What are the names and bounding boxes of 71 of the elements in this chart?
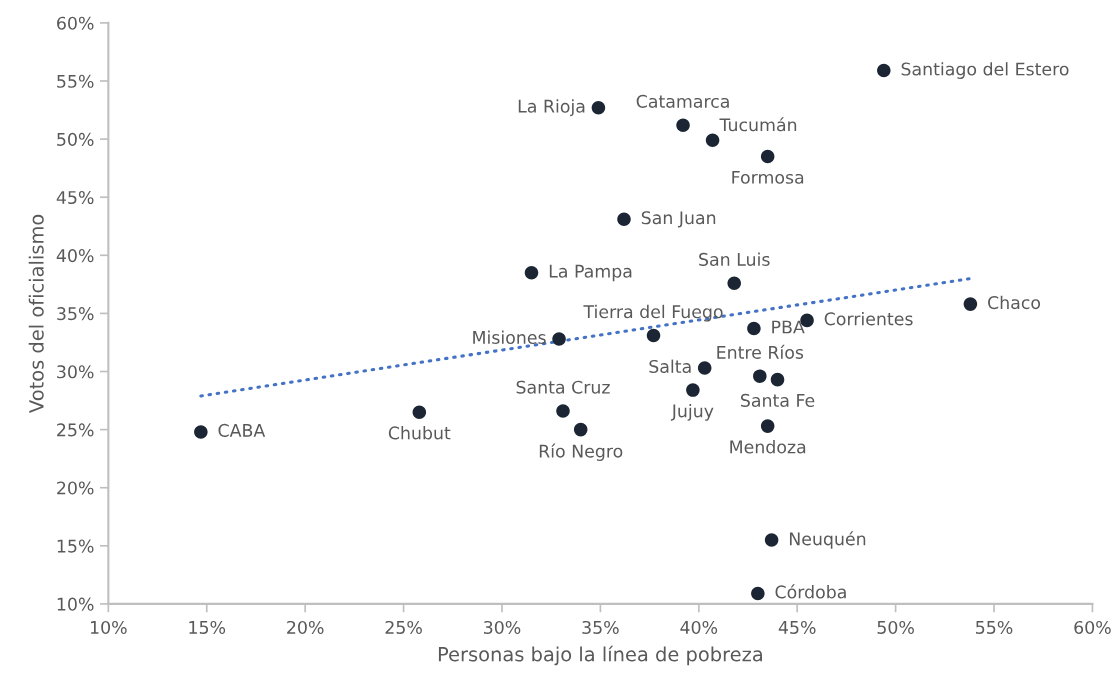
annotation: Río Negro (539, 443, 623, 461)
annotation: Santa Cruz (516, 380, 610, 394)
x-tick-label: 10% (90, 620, 127, 635)
point (524, 265, 539, 280)
point (705, 133, 720, 148)
y-tick-label: 10% (57, 597, 94, 611)
point (646, 328, 661, 343)
point (963, 297, 978, 311)
point (194, 425, 208, 439)
point (760, 149, 775, 164)
x-tick-label: 15% (189, 620, 226, 635)
point (556, 404, 570, 418)
annotation: Tierra del Fuego (583, 304, 723, 322)
annotation: Chubut (388, 426, 451, 440)
annotation: Santiago del Estero (901, 62, 1069, 79)
point (747, 321, 761, 336)
y-tick-label: 55% (57, 74, 94, 88)
point (770, 372, 785, 387)
annotation: Neuquén (789, 531, 866, 549)
point (552, 332, 566, 346)
annotation: Mendoza (730, 440, 806, 454)
annotation: Formosa (732, 170, 804, 184)
x-tick-label: 25% (385, 620, 422, 635)
point (751, 586, 765, 601)
annotation: Catamarca (636, 94, 729, 108)
y-tick-label: 60% (57, 16, 94, 30)
x-tick-label: 50% (877, 620, 914, 635)
annotation: Corrientes (824, 311, 913, 326)
point (412, 405, 427, 419)
annotation: Salta (649, 359, 691, 374)
annotation: La Pampa (549, 264, 632, 282)
y-tick-label: 50% (57, 132, 94, 146)
x-axis-title: Personas bajo la línea de pobreza (438, 645, 762, 666)
x-tick-label: 60% (1074, 620, 1111, 635)
annotation: Córdoba (775, 584, 846, 599)
y-tick-label: 40% (56, 249, 94, 263)
y-tick-label: 35% (57, 307, 94, 321)
point (686, 383, 700, 397)
point (727, 276, 741, 290)
annotation: Misiones (473, 330, 546, 345)
point (760, 419, 775, 433)
annotation: Jujuy (670, 403, 714, 421)
point (697, 361, 712, 375)
annotation: San Luis (699, 252, 770, 266)
y-tick-label: 25% (57, 423, 94, 437)
x-tick-label: 45% (778, 620, 816, 635)
y-tick-label: 15% (57, 539, 94, 553)
annotation: Tucumán (719, 117, 797, 132)
annotation: San Juan (641, 211, 716, 228)
point (591, 100, 606, 115)
point (764, 533, 779, 547)
x-tick-label: 55% (976, 620, 1013, 635)
annotation: PBA (772, 320, 805, 334)
y-tick-label: 30% (57, 365, 94, 379)
x-tick-label: 35% (582, 620, 619, 635)
x-tick-label: 40% (680, 620, 718, 635)
annotation: La Rioja (518, 99, 585, 117)
annotation: Santa Fe (741, 393, 815, 407)
x-tick-label: 20% (287, 620, 324, 635)
y-tick-label: 20% (57, 481, 94, 495)
annotation: Entre Ríos (717, 344, 804, 359)
annotation: Chaco (988, 295, 1041, 310)
point (753, 369, 767, 383)
point (877, 63, 891, 78)
x-tick-label: 30% (484, 620, 521, 635)
y-axis-title: Votos del oficialismo (28, 214, 44, 413)
point (573, 422, 588, 437)
point (617, 212, 631, 227)
point (676, 118, 690, 132)
annotation: CABA (218, 423, 266, 437)
y-tick-label: 45% (56, 190, 94, 205)
